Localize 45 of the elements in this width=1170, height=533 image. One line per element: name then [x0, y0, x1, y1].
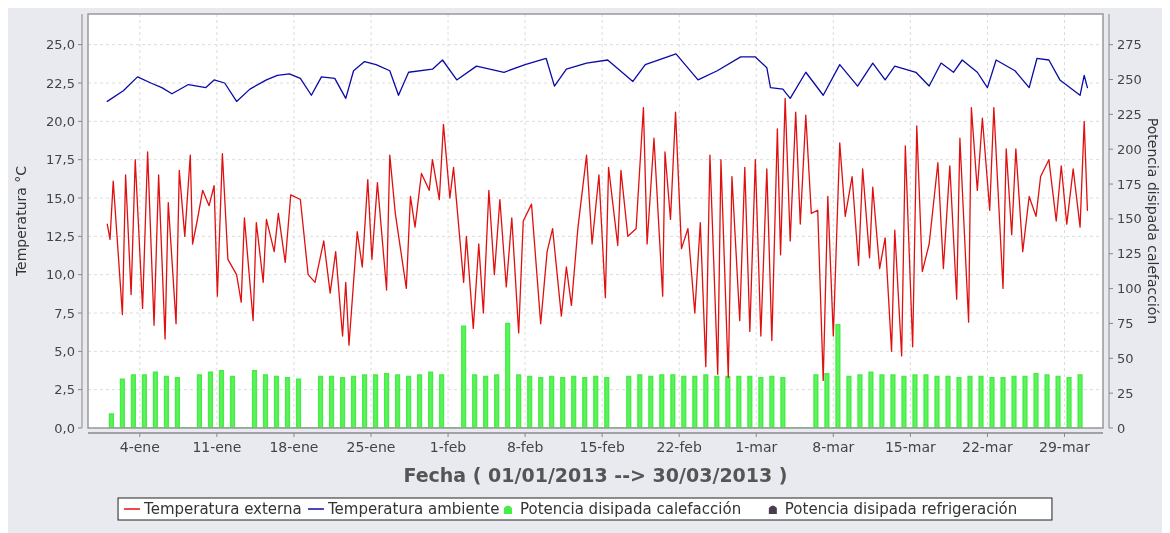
line-series — [106, 53, 1089, 103]
y2-tick-label: 50 — [1117, 350, 1134, 366]
y-tick-label: 7,5 — [54, 305, 75, 321]
y2-tick-label: 125 — [1117, 246, 1142, 262]
y-tick-label: 20,0 — [46, 113, 75, 129]
x-tick-label: 4-ene — [119, 439, 160, 455]
y2-tick-label: 250 — [1117, 72, 1142, 88]
x-tick-label: 22-feb — [656, 439, 702, 455]
y-tick-label: 22,5 — [46, 75, 75, 91]
x-tick-label: 1-mar — [735, 439, 778, 455]
y-tick-label: 10,0 — [46, 267, 75, 283]
y-tick-label: 12,5 — [46, 228, 75, 244]
y2-tick-label: 275 — [1117, 37, 1142, 53]
y-tick-label: 15,0 — [46, 190, 75, 206]
x-tick-label: 8-feb — [506, 439, 544, 455]
y-tick-label: 5,0 — [54, 343, 75, 359]
legend-label: Temperatura externa — [143, 500, 302, 519]
y2-tick-label: 100 — [1117, 281, 1142, 297]
y2-tick-label: 150 — [1117, 211, 1142, 227]
y-axis-title: Temperatura °C — [13, 165, 29, 278]
y2-tick-label: 0 — [1117, 420, 1126, 436]
y2-tick-label: 200 — [1117, 141, 1142, 157]
x-tick-label: 15-feb — [579, 439, 625, 455]
y-tick-label: 2,5 — [54, 382, 75, 398]
x-axis-title: Fecha ( 01/01/2013 --> 30/03/2013 ) — [403, 464, 788, 486]
x-tick-label: 15-mar — [884, 439, 937, 455]
y-tick-label: 25,0 — [46, 37, 75, 53]
x-tick-label: 8-mar — [812, 439, 855, 455]
x-tick-label: 25-ene — [346, 439, 396, 455]
y2-tick-label: 225 — [1117, 106, 1142, 122]
legend-label: Potencia disipada refrigeración — [784, 500, 1018, 519]
line-series — [106, 97, 1089, 382]
legend-label: Potencia disipada calefacción — [519, 500, 742, 519]
x-tick-label: 18-ene — [269, 439, 319, 455]
y-tick-label: 0,0 — [54, 420, 75, 436]
y2-tick-label: 175 — [1117, 176, 1142, 192]
x-tick-label: 29-mar — [1039, 439, 1091, 455]
y2-tick-label: 25 — [1117, 385, 1134, 401]
x-tick-label: 1-feb — [429, 439, 467, 455]
x-tick-label: 22-mar — [962, 439, 1014, 455]
y2-axis-title: Potencia disipada calefacción — [1145, 117, 1161, 325]
x-tick-label: 11-ene — [192, 439, 242, 455]
y-tick-label: 17,5 — [46, 152, 75, 168]
y2-tick-label: 75 — [1117, 316, 1134, 331]
legend-label: Temperatura ambiente — [326, 500, 500, 519]
